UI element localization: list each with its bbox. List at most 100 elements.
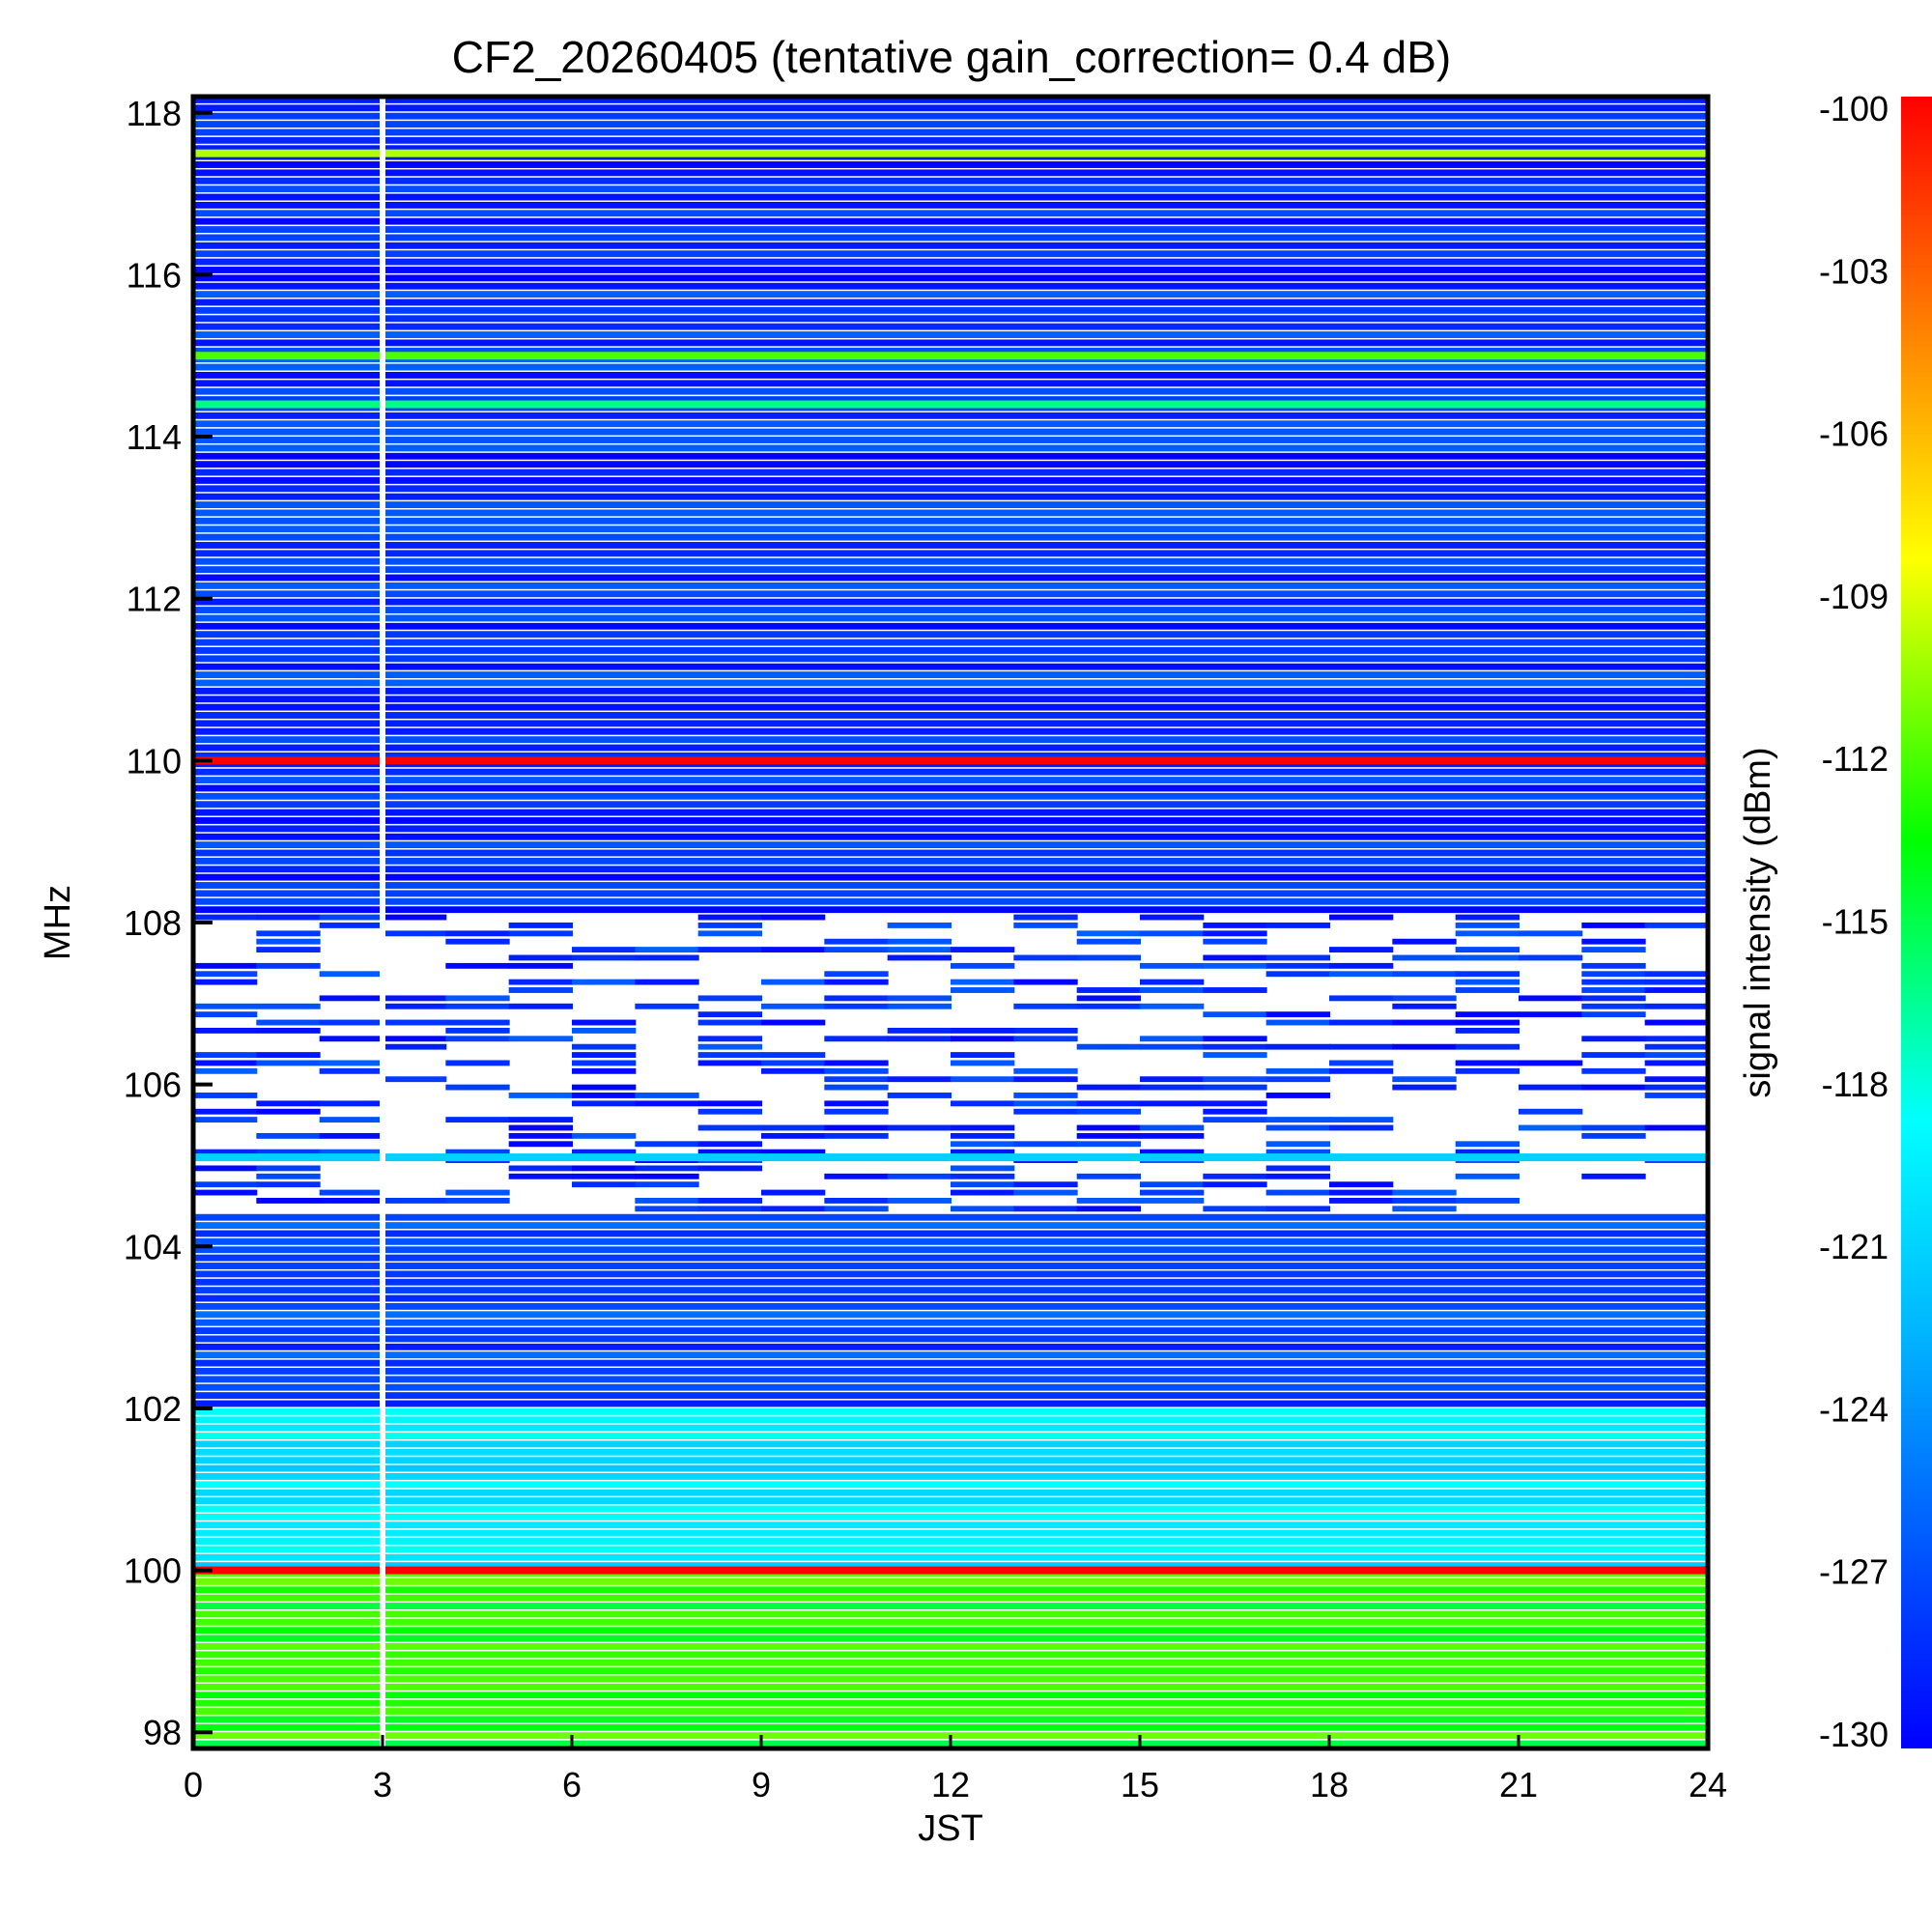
- heatmap-cell: [1581, 1052, 1646, 1058]
- heatmap-cell: [319, 914, 384, 921]
- heatmap-row: [193, 542, 1708, 549]
- heatmap-row: [193, 598, 1708, 606]
- heatmap-cell: [635, 1093, 699, 1098]
- heatmap-cell: [1455, 1141, 1520, 1148]
- heatmap-cell: [1265, 1067, 1330, 1074]
- heatmap-cell: [761, 1052, 826, 1058]
- heatmap-cell: [761, 914, 826, 921]
- heatmap-cell: [1076, 1124, 1141, 1131]
- heatmap-row: [193, 1667, 1708, 1675]
- data-gap-line: [380, 97, 385, 1748]
- heatmap-cell: [697, 1060, 762, 1066]
- heatmap-cell: [1140, 1043, 1205, 1050]
- heatmap-row: [193, 517, 1708, 525]
- heatmap-row: [193, 1294, 1708, 1302]
- chart-title: CF2_20260405 (tentative gain_correction=…: [452, 32, 1451, 82]
- y-tick-label: 108: [124, 903, 182, 943]
- heatmap-row: [193, 509, 1708, 517]
- heatmap-cell: [1455, 1011, 1520, 1018]
- heatmap-cell: [1013, 923, 1078, 928]
- y-axis-label: MHz: [38, 885, 78, 960]
- heatmap-cell: [1455, 979, 1520, 985]
- heatmap-cell: [1076, 1132, 1141, 1139]
- heatmap-cell: [1203, 1100, 1267, 1107]
- heatmap-cell: [445, 1019, 510, 1026]
- heatmap-cell: [761, 1067, 826, 1074]
- heatmap-row: [193, 1457, 1708, 1464]
- heatmap-cell: [1013, 1141, 1078, 1148]
- heatmap-cell: [1013, 1093, 1078, 1098]
- heatmap-cell: [1392, 1084, 1457, 1091]
- x-axis-label: JST: [918, 1808, 983, 1849]
- heatmap-cell: [1455, 987, 1520, 993]
- heatmap-cell: [1455, 1019, 1520, 1026]
- heatmap-cell: [1013, 1036, 1078, 1042]
- heatmap-row: [193, 1586, 1708, 1594]
- heatmap-row: [193, 590, 1708, 598]
- heatmap-cell: [824, 1076, 889, 1083]
- heatmap-row: [193, 112, 1708, 120]
- heatmap-cell: [445, 938, 510, 945]
- heatmap-cell: [887, 1027, 952, 1034]
- heatmap-cell: [1644, 979, 1709, 985]
- heatmap-cell: [1392, 1019, 1457, 1026]
- heatmap-row: [193, 210, 1708, 217]
- signal-band: [193, 400, 1708, 409]
- heatmap-cell: [383, 1003, 447, 1009]
- heatmap-cell: [697, 914, 762, 921]
- heatmap-row: [193, 703, 1708, 711]
- heatmap-row: [193, 1230, 1708, 1237]
- heatmap-cell: [193, 1149, 258, 1155]
- heatmap-row: [193, 128, 1708, 136]
- colorbar-tick-label: -124: [1819, 1389, 1889, 1429]
- heatmap-cell: [445, 1003, 510, 1009]
- heatmap-cell: [1581, 987, 1646, 993]
- heatmap-cell: [256, 914, 321, 921]
- heatmap-cell: [445, 1027, 510, 1034]
- heatmap-cell: [697, 1165, 762, 1172]
- heatmap-row: [193, 1594, 1708, 1602]
- heatmap-row: [193, 696, 1708, 703]
- y-tick-label: 104: [124, 1227, 182, 1266]
- heatmap-cell: [1140, 914, 1205, 921]
- heatmap-cell: [572, 1060, 637, 1066]
- heatmap-row: [193, 1529, 1708, 1537]
- heatmap-cell: [1140, 1132, 1205, 1139]
- heatmap-row: [193, 574, 1708, 582]
- heatmap-cell: [1076, 1173, 1141, 1179]
- heatmap-cell: [697, 1108, 762, 1115]
- heatmap-cell: [1140, 1181, 1205, 1188]
- heatmap-cell: [1265, 923, 1330, 928]
- heatmap-row: [193, 1659, 1708, 1666]
- heatmap-cell: [824, 1173, 889, 1179]
- heatmap-cell: [1265, 1141, 1330, 1148]
- heatmap-cell: [1265, 1019, 1330, 1026]
- heatmap-row: [193, 1489, 1708, 1496]
- heatmap-row: [193, 1351, 1708, 1359]
- heatmap-row: [193, 897, 1708, 905]
- heatmap-cell: [445, 1036, 510, 1042]
- heatmap-row: [193, 1708, 1708, 1715]
- heatmap-cell: [761, 1124, 826, 1131]
- y-tick-label: 110: [127, 741, 182, 781]
- heatmap-cell: [1455, 930, 1520, 937]
- heatmap-row: [193, 282, 1708, 290]
- heatmap-cell: [1203, 987, 1267, 993]
- heatmap-row: [193, 825, 1708, 833]
- heatmap-row: [193, 1562, 1708, 1570]
- heatmap-cell: [697, 1149, 762, 1155]
- heatmap-row: [193, 736, 1708, 744]
- heatmap-cell: [1076, 1100, 1141, 1107]
- heatmap-cell: [1581, 979, 1646, 985]
- heatmap-row: [193, 1716, 1708, 1723]
- heatmap-cell: [1013, 1189, 1078, 1196]
- heatmap-cell: [1265, 971, 1330, 978]
- x-tick-label: 0: [184, 1765, 203, 1804]
- heatmap-cell: [572, 1093, 637, 1098]
- heatmap-cell: [824, 1108, 889, 1115]
- heatmap-cell: [319, 1036, 384, 1042]
- heatmap-cell: [508, 1117, 573, 1123]
- heatmap-row: [193, 372, 1708, 379]
- heatmap-cell: [1329, 947, 1394, 953]
- heatmap-cell: [824, 995, 889, 1002]
